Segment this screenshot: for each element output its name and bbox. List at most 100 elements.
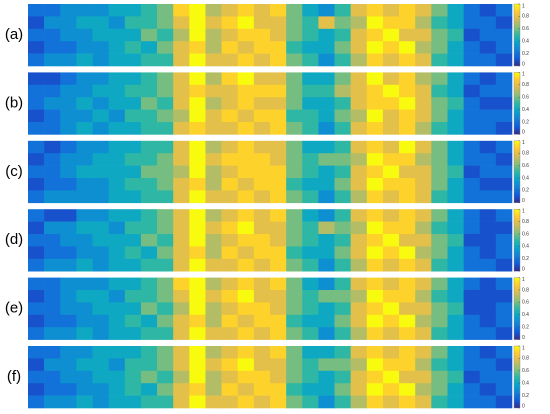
heatmap-cell <box>382 246 400 260</box>
heatmap-cell <box>302 314 319 328</box>
heatmap-cell <box>157 246 174 260</box>
heatmap-cell <box>76 246 93 260</box>
heatmap-cell <box>60 140 77 154</box>
heatmap-cell <box>334 190 351 204</box>
heatmap-cell <box>221 221 239 235</box>
heatmap-cell <box>108 327 126 340</box>
heatmap-cell <box>28 209 45 222</box>
heatmap-cell <box>318 72 335 86</box>
heatmap-cell <box>286 290 303 303</box>
heatmap-cell <box>382 370 400 384</box>
heatmap-cell <box>270 122 287 135</box>
heatmap-cell <box>399 246 416 260</box>
heatmap-cell <box>253 314 271 328</box>
heatmap-cell <box>447 346 464 359</box>
heatmap-cell <box>318 140 335 154</box>
heatmap-cell <box>366 165 384 179</box>
heatmap-cell <box>399 221 416 235</box>
heatmap-cell <box>479 122 497 135</box>
heatmap-cell <box>318 53 335 67</box>
heatmap-cell <box>495 258 513 272</box>
heatmap-cell <box>60 395 77 409</box>
heatmap-cell <box>221 165 239 179</box>
heatmap-cell <box>221 4 239 17</box>
heatmap-cell <box>334 302 351 316</box>
heatmap-cell <box>108 209 126 222</box>
heatmap-cell <box>205 290 222 303</box>
heatmap-cell <box>44 383 61 396</box>
heatmap-cell <box>108 277 126 291</box>
heatmap-cell <box>463 314 481 328</box>
heatmap-cell <box>205 209 222 222</box>
heatmap-cell <box>479 41 497 54</box>
heatmap-cell <box>415 383 432 396</box>
heatmap-cell <box>173 383 190 396</box>
heatmap-cell <box>318 178 335 191</box>
heatmap-cell <box>173 314 190 328</box>
heatmap-cell <box>189 28 206 42</box>
heatmap-cell <box>237 327 255 340</box>
heatmap-cell <box>108 109 126 123</box>
heatmap-cell <box>44 221 61 235</box>
heatmap-cell <box>495 140 513 154</box>
heatmap-cell <box>479 370 497 384</box>
heatmap-cell <box>221 358 239 372</box>
heatmap-cell <box>366 178 384 191</box>
heatmap-cell <box>463 358 481 372</box>
heatmap-cell <box>366 246 384 260</box>
heatmap-cell <box>92 258 109 272</box>
heatmap-cell <box>221 327 239 340</box>
heatmap-cell <box>286 16 303 30</box>
heatmap-cell <box>140 16 158 30</box>
heatmap-cell <box>76 165 93 179</box>
heatmap-cell <box>463 153 481 166</box>
heatmap-cell <box>108 4 126 17</box>
heatmap-cell <box>270 72 287 86</box>
heatmap-cell <box>237 16 255 30</box>
heatmap-cell <box>334 395 351 409</box>
heatmap-cell <box>140 109 158 123</box>
heatmap-cell <box>318 153 335 166</box>
heatmap-cell <box>479 234 497 247</box>
heatmap-cell <box>92 72 109 86</box>
heatmap-cell <box>237 395 255 409</box>
colorbar-tick-label: 0.2 <box>522 325 529 331</box>
heatmap-cell <box>399 358 416 372</box>
heatmap-cell <box>205 178 222 191</box>
heatmap-cell <box>221 97 239 110</box>
heatmap-cell <box>302 395 319 409</box>
heatmap-cell <box>431 209 448 222</box>
heatmap-cell <box>237 84 255 98</box>
heatmap-cell <box>92 221 109 235</box>
heatmap-cell <box>479 258 497 272</box>
heatmap-cell <box>463 72 481 86</box>
heatmap-cell <box>479 221 497 235</box>
heatmap-cell <box>157 346 174 359</box>
heatmap-cell <box>124 165 142 179</box>
heatmap-cell <box>44 53 61 67</box>
heatmap-cell <box>415 53 432 67</box>
heatmap-cell <box>334 53 351 67</box>
heatmap-cell <box>189 53 206 67</box>
heatmap-cell <box>124 383 142 396</box>
heatmap-cell <box>318 122 335 135</box>
heatmap-cell <box>92 395 109 409</box>
heatmap-cell <box>124 346 142 359</box>
heatmap-cell <box>44 153 61 166</box>
heatmap-cell <box>463 122 481 135</box>
heatmap-cell <box>350 4 368 17</box>
heatmap-cell <box>253 290 271 303</box>
heatmap-cell <box>463 290 481 303</box>
heatmap-cell <box>318 209 335 222</box>
heatmap-cell <box>189 4 206 17</box>
heatmap-cell <box>28 72 45 86</box>
heatmap-cell <box>76 109 93 123</box>
heatmap-cell <box>350 41 368 54</box>
heatmap-cell <box>463 4 481 17</box>
heatmap-cell <box>350 97 368 110</box>
heatmap-cell <box>140 28 158 42</box>
heatmap-cell <box>108 122 126 135</box>
heatmap-cell <box>124 395 142 409</box>
heatmap-cell <box>447 53 464 67</box>
heatmap-cell <box>270 28 287 42</box>
